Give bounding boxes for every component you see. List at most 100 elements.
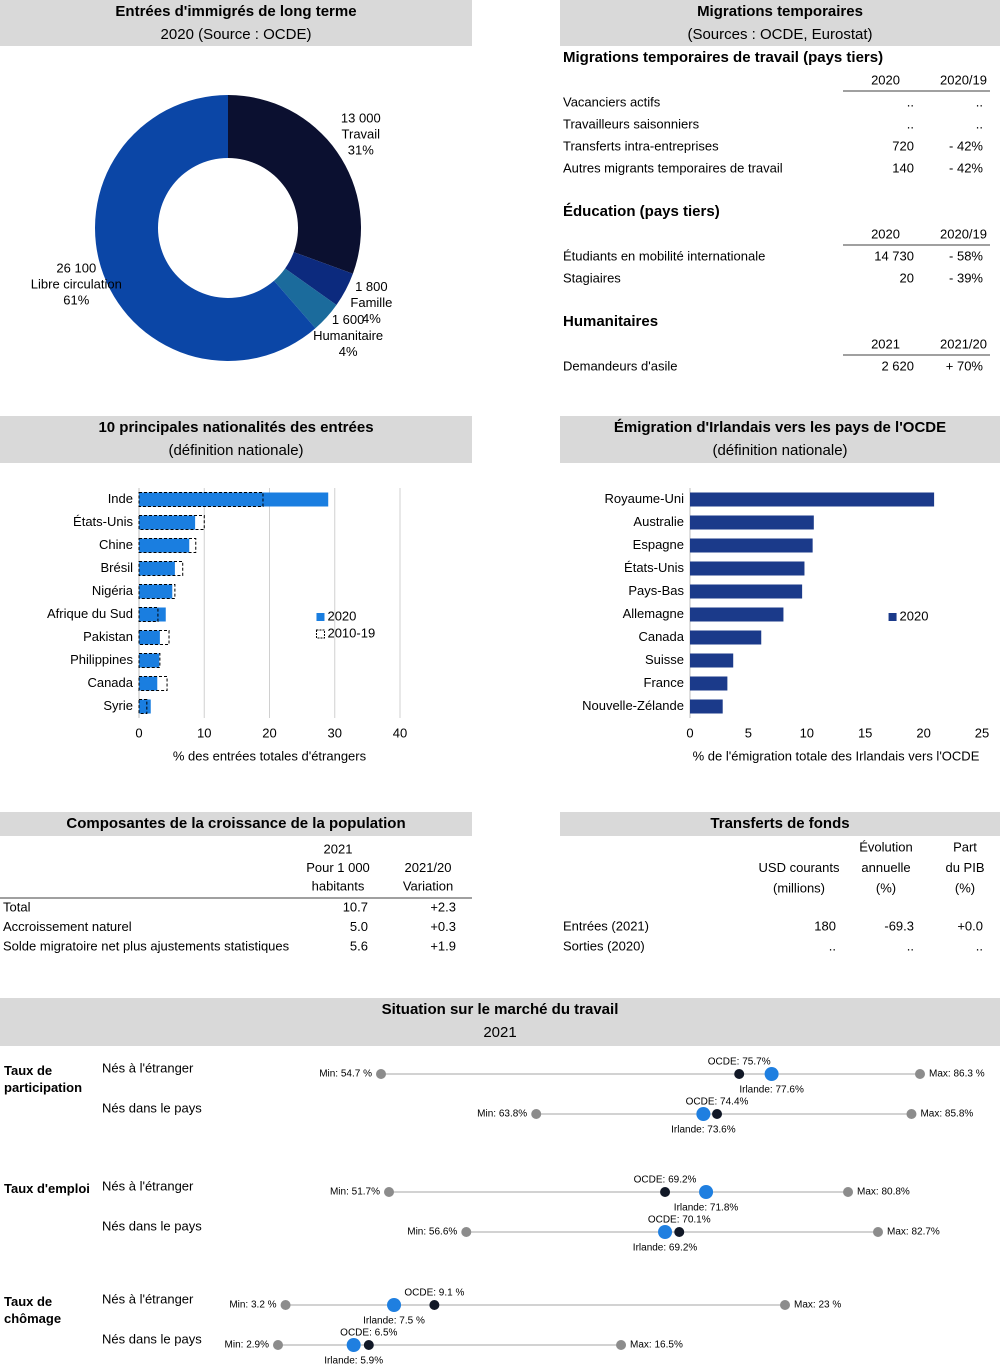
cell: - 58% (949, 248, 983, 263)
legend-label: 2020 (900, 608, 929, 623)
row-label: Transferts intra-entreprises (563, 138, 719, 153)
cell: 2 620 (881, 358, 914, 373)
max-label: Max: 16.5% (630, 1340, 683, 1351)
group-label: Taux d'emploi (4, 1181, 90, 1196)
dot (461, 1227, 472, 1237)
section-title: Migrations temporaires (697, 3, 863, 20)
bar (139, 492, 329, 507)
dot (780, 1300, 790, 1310)
x-axis-title: % des entrées totales d'étrangers (173, 748, 367, 763)
max-label: Max: 23 % (794, 1300, 841, 1311)
row-label: Nés à l'étranger (102, 1178, 194, 1193)
x-tick-label: 10 (197, 725, 211, 740)
dot (764, 1067, 779, 1081)
column-header: 2020 (871, 226, 900, 241)
bar (138, 515, 205, 530)
cell: +2.3 (430, 899, 456, 914)
slice-value-label: 1 600 (332, 312, 365, 327)
x-tick-label: 20 (262, 725, 276, 740)
row-label: Nés dans le pays (102, 1218, 202, 1233)
header-box (560, 416, 1000, 463)
category-label: Nigéria (92, 583, 134, 598)
column-header: habitants (312, 878, 365, 893)
cell: 720 (892, 138, 914, 153)
legend-swatch (316, 613, 325, 621)
bar (690, 630, 762, 645)
cell: 14 730 (874, 248, 914, 263)
ireland-label: Irlande: 69.2% (633, 1243, 698, 1254)
cell: 5.0 (350, 919, 368, 934)
column-header: 2020/19 (940, 226, 987, 241)
slice-category-label: Famille (350, 295, 392, 310)
dot (273, 1340, 283, 1350)
category-label: Afrique du Sud (47, 606, 133, 621)
cell: - 42% (949, 138, 983, 153)
x-tick-label: 30 (328, 725, 342, 740)
row-label: Travailleurs saisonniers (563, 116, 700, 131)
header-box (560, 812, 1000, 836)
cell: .. (829, 938, 836, 953)
bar (139, 515, 196, 530)
cell: -69.3 (884, 918, 914, 933)
bar (139, 607, 166, 622)
section-subtitle: (définition nationale) (712, 442, 847, 459)
section-title: Situation sur le marché du travail (382, 1001, 619, 1018)
dot (531, 1109, 542, 1119)
column-header: 2021/20 (940, 336, 987, 351)
row-label: Nés dans le pays (102, 1100, 202, 1115)
slice-share-label: 61% (63, 292, 89, 307)
bar (690, 607, 784, 622)
dot (906, 1109, 917, 1119)
section-subtitle: (définition nationale) (168, 442, 303, 459)
bar (139, 699, 151, 714)
bar (138, 607, 159, 622)
column-header: annuelle (861, 860, 910, 875)
cell: 10.7 (343, 899, 368, 914)
row-label: Demandeurs d'asile (563, 358, 678, 373)
row-label: Nés à l'étranger (102, 1060, 194, 1075)
column-header: Variation (403, 878, 453, 893)
cell: - 39% (949, 270, 983, 285)
row-label: Entrées (2021) (563, 918, 649, 933)
max-label: Max: 82.7% (887, 1227, 940, 1238)
ireland-label: Irlande: 5.9% (324, 1356, 383, 1367)
bar (138, 561, 184, 576)
category-label: Syrie (103, 698, 133, 713)
header-box (0, 0, 472, 46)
pie-slice (228, 95, 362, 274)
section-title: Entrées d'immigrés de long terme (115, 3, 356, 20)
dot (734, 1069, 745, 1079)
oecd-label: OCDE: 6.5% (340, 1328, 397, 1339)
dot (429, 1300, 440, 1310)
table-section-title: Éducation (pays tiers) (563, 203, 720, 220)
bar (138, 492, 264, 507)
section-title: 10 principales nationalités des entrées (98, 419, 373, 436)
column-header: 2020/19 (940, 72, 987, 87)
bar (690, 515, 814, 530)
min-label: Min: 51.7% (330, 1187, 380, 1198)
bar (690, 676, 728, 691)
row-label: Stagiaires (563, 270, 621, 285)
category-label: Philippines (70, 652, 133, 667)
ireland-label: Irlande: 73.6% (671, 1125, 736, 1136)
dot (712, 1109, 723, 1119)
oecd-label: OCDE: 74.4% (686, 1097, 749, 1108)
column-header: Évolution (859, 839, 912, 854)
column-header: (millions) (773, 880, 825, 895)
dot (363, 1340, 374, 1350)
column-header: 2021 (324, 841, 353, 856)
category-label: États-Unis (624, 560, 684, 575)
max-label: Max: 86.3 % (929, 1069, 985, 1080)
header-box (560, 0, 1000, 46)
slice-value-label: 13 000 (341, 111, 381, 126)
cell: .. (976, 116, 983, 131)
cell: 20 (900, 270, 914, 285)
slice-value-label: 26 100 (56, 260, 96, 275)
row-label: Solde migratoire net plus ajustements st… (3, 938, 290, 953)
row-label: Sorties (2020) (563, 938, 645, 953)
group-label: Taux de chômage (4, 1294, 62, 1326)
x-tick-label: 5 (745, 725, 752, 740)
bar (690, 653, 734, 668)
bar (139, 538, 190, 553)
